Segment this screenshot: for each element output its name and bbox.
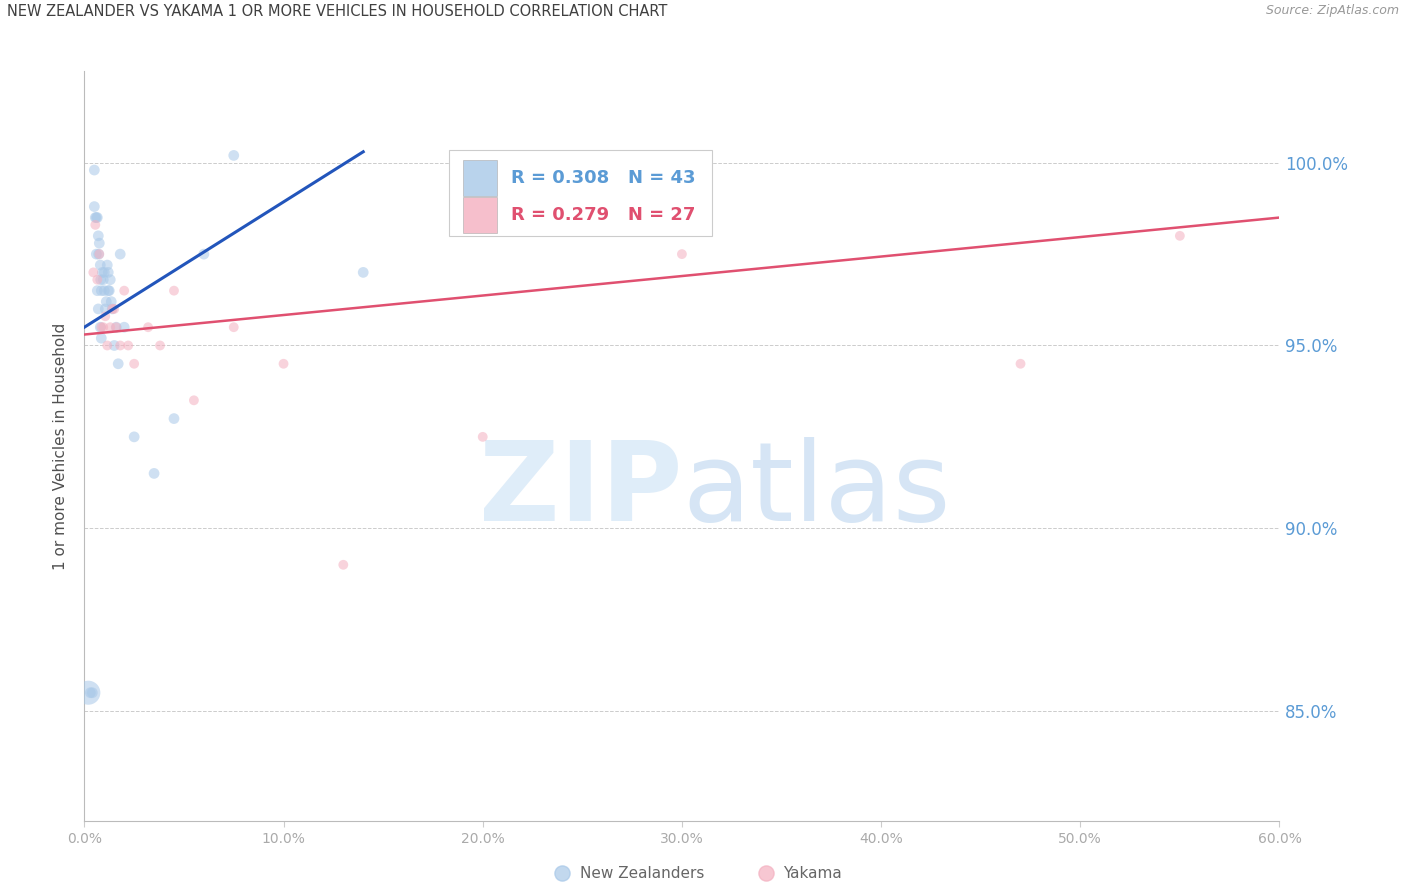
Point: [86, 284, 108, 298]
Point: [117, 338, 139, 352]
Point: [90, 284, 112, 298]
Point: [122, 357, 145, 371]
Text: New Zealanders: New Zealanders: [581, 865, 704, 880]
Point: [183, 393, 205, 408]
FancyBboxPatch shape: [449, 150, 711, 236]
Point: [86, 247, 108, 261]
Point: [89, 320, 111, 334]
Point: [332, 558, 354, 572]
Point: [149, 338, 172, 352]
Point: [89, 247, 111, 261]
Point: [122, 430, 145, 444]
Point: [84, 218, 107, 232]
Point: [110, 247, 132, 261]
Point: [100, 294, 122, 309]
Point: [143, 467, 166, 481]
Y-axis label: 1 or more Vehicles in Household: 1 or more Vehicles in Household: [53, 322, 69, 570]
Point: [86, 273, 108, 287]
Point: [352, 265, 374, 279]
Point: [1168, 228, 1191, 243]
Point: [110, 338, 132, 352]
Point: [105, 320, 128, 334]
Point: [98, 320, 121, 334]
Point: [93, 265, 115, 279]
Point: [107, 357, 129, 371]
Point: [90, 320, 112, 334]
Point: [87, 228, 110, 243]
Point: [94, 310, 117, 324]
Bar: [463, 196, 496, 233]
Point: [105, 320, 128, 334]
Point: [82, 686, 104, 700]
Text: R = 0.308   N = 43: R = 0.308 N = 43: [510, 169, 696, 186]
Bar: [463, 160, 496, 195]
Point: [86, 211, 108, 225]
Text: NEW ZEALANDER VS YAKAMA 1 OR MORE VEHICLES IN HOUSEHOLD CORRELATION CHART: NEW ZEALANDER VS YAKAMA 1 OR MORE VEHICL…: [7, 4, 668, 20]
Text: ZIP: ZIP: [478, 437, 682, 544]
Point: [83, 163, 105, 178]
Point: [90, 273, 112, 287]
Point: [273, 357, 295, 371]
Point: [671, 247, 693, 261]
Point: [98, 284, 121, 298]
Point: [86, 211, 108, 225]
Text: Source: ZipAtlas.com: Source: ZipAtlas.com: [1265, 4, 1399, 18]
Point: [87, 301, 110, 316]
Point: [89, 236, 111, 251]
Point: [112, 284, 135, 298]
Point: [93, 284, 115, 298]
Point: [222, 320, 245, 334]
Point: [96, 258, 118, 272]
Point: [163, 284, 186, 298]
Point: [87, 247, 110, 261]
Point: [96, 338, 118, 352]
Point: [90, 331, 112, 345]
Text: atlas: atlas: [682, 437, 950, 544]
Point: [193, 247, 215, 261]
Point: [112, 320, 135, 334]
Point: [77, 686, 100, 700]
Point: [97, 265, 120, 279]
Text: R = 0.279   N = 27: R = 0.279 N = 27: [510, 206, 696, 224]
Point: [97, 284, 120, 298]
Point: [103, 338, 125, 352]
Point: [222, 148, 245, 162]
Point: [471, 430, 494, 444]
Point: [91, 265, 114, 279]
Point: [84, 211, 107, 225]
Point: [101, 301, 124, 316]
Text: Yakama: Yakama: [783, 865, 842, 880]
Point: [96, 294, 118, 309]
Point: [91, 320, 114, 334]
Point: [136, 320, 159, 334]
Point: [103, 301, 125, 316]
Point: [94, 301, 117, 316]
Point: [91, 273, 114, 287]
Point: [79, 686, 101, 700]
Point: [1010, 357, 1032, 371]
Point: [83, 200, 105, 214]
Point: [163, 411, 186, 425]
Point: [98, 273, 121, 287]
Point: [82, 265, 104, 279]
Point: [89, 258, 111, 272]
Point: [101, 301, 124, 316]
